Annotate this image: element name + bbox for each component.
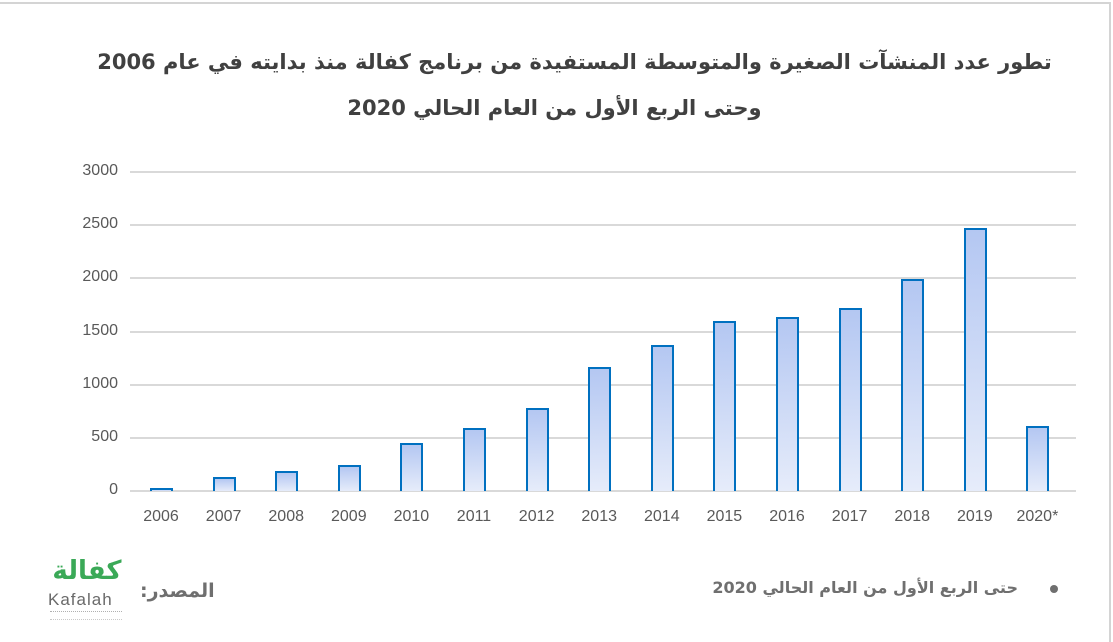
x-tick-label: 2013 — [581, 508, 617, 525]
x-tick-label: 2011 — [456, 508, 492, 525]
footnote: حتى الربع الأول من العام الحالي 2020 — [712, 578, 1018, 597]
gridline — [130, 277, 1076, 280]
y-tick-label: 2500 — [82, 215, 118, 233]
x-tick-label: 2019 — [957, 508, 993, 525]
gridline — [130, 171, 1076, 173]
x-tick-label: 2007 — [205, 508, 242, 525]
bar-2006 — [150, 488, 173, 492]
bullet-icon — [1050, 585, 1058, 593]
bar-2018 — [901, 279, 925, 491]
x-tick-label: 2016 — [769, 508, 805, 525]
logo-arabic-text: كفالة — [52, 556, 122, 586]
y-tick-label: 500 — [91, 427, 118, 445]
bar-2007 — [212, 476, 236, 491]
x-tick-label: 2008 — [268, 508, 304, 525]
chart-title-line-1: تطور عدد المنشآت الصغيرة والمتوسطة المست… — [97, 50, 1052, 74]
gridline — [130, 490, 1076, 492]
logo-tagline — [50, 611, 122, 620]
x-tick-label: 2006 — [143, 508, 179, 525]
gridline — [130, 224, 1076, 227]
logo-english-text: Kafalah — [48, 590, 113, 609]
y-tick-label: 2000 — [82, 268, 118, 286]
y-tick-label: 0 — [109, 481, 118, 498]
bar-2013 — [588, 367, 612, 491]
chart-title-line-2: وحتى الربع الأول من العام الحالي 2020 — [347, 96, 762, 120]
bar-2015 — [713, 321, 737, 491]
bar-2020 — [1026, 426, 1050, 491]
bar-2014 — [650, 345, 674, 491]
y-tick-label: 1000 — [82, 374, 118, 392]
source-label: المصدر: — [140, 580, 215, 602]
bar-2011 — [463, 427, 486, 491]
x-tick-label: 2014 — [644, 508, 680, 525]
bar-2012 — [525, 408, 549, 491]
bar-2016 — [776, 316, 799, 491]
y-tick-label: 3000 — [82, 162, 118, 179]
bar-2010 — [400, 442, 424, 491]
bar-2017 — [838, 308, 862, 491]
x-tick-label: 2020* — [1016, 508, 1059, 525]
x-tick-label: 2017 — [831, 508, 868, 525]
x-tick-label: 2010 — [393, 508, 430, 525]
x-tick-label: 2018 — [894, 508, 930, 525]
kafalah-logo: كفالة Kafalah — [44, 556, 126, 622]
x-tick-label: 2009 — [331, 508, 367, 525]
x-tick-label: 2015 — [706, 508, 743, 525]
bar-2009 — [337, 465, 361, 491]
bar-2008 — [275, 470, 299, 491]
y-tick-label: 1500 — [82, 321, 118, 339]
gridline — [130, 330, 1076, 333]
bar-2019 — [963, 228, 987, 491]
x-tick-label: 2012 — [518, 508, 555, 525]
